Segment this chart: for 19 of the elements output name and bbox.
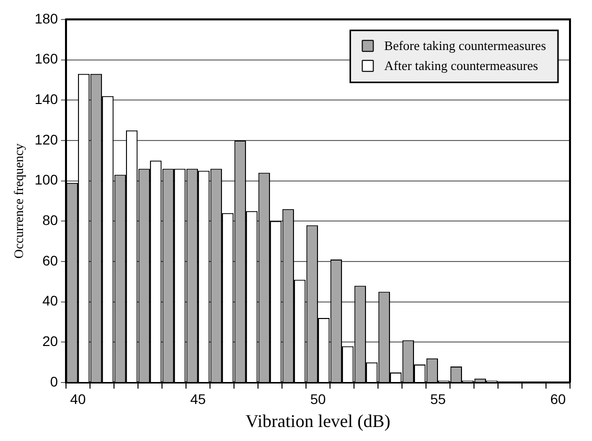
y-tick-label: 180 (34, 10, 58, 26)
y-tick-label: 80 (42, 212, 58, 228)
y-tick-label: 60 (42, 252, 58, 268)
y-tick-label: 120 (34, 131, 58, 148)
x-tick-label: 60 (550, 390, 566, 407)
y-tick-label: 140 (34, 90, 58, 107)
y-tick-label: 0 (50, 373, 58, 390)
y-tick-label: 20 (42, 333, 58, 350)
legend-label: Before taking countermeasures (384, 38, 546, 53)
y-axis-title: Occurrence frequency (11, 142, 26, 259)
x-tick-label: 50 (310, 390, 326, 407)
x-axis-title: Vibration level (dB) (246, 410, 390, 431)
x-tick-label: 45 (190, 390, 206, 407)
x-tick-label: 55 (430, 390, 446, 407)
y-tick-label: 160 (34, 50, 58, 67)
y-tick-label: 100 (34, 172, 58, 188)
y-tick-label: 40 (42, 292, 58, 309)
x-tick-label: 40 (70, 390, 86, 407)
legend-label: After taking countermeasures (384, 58, 538, 73)
